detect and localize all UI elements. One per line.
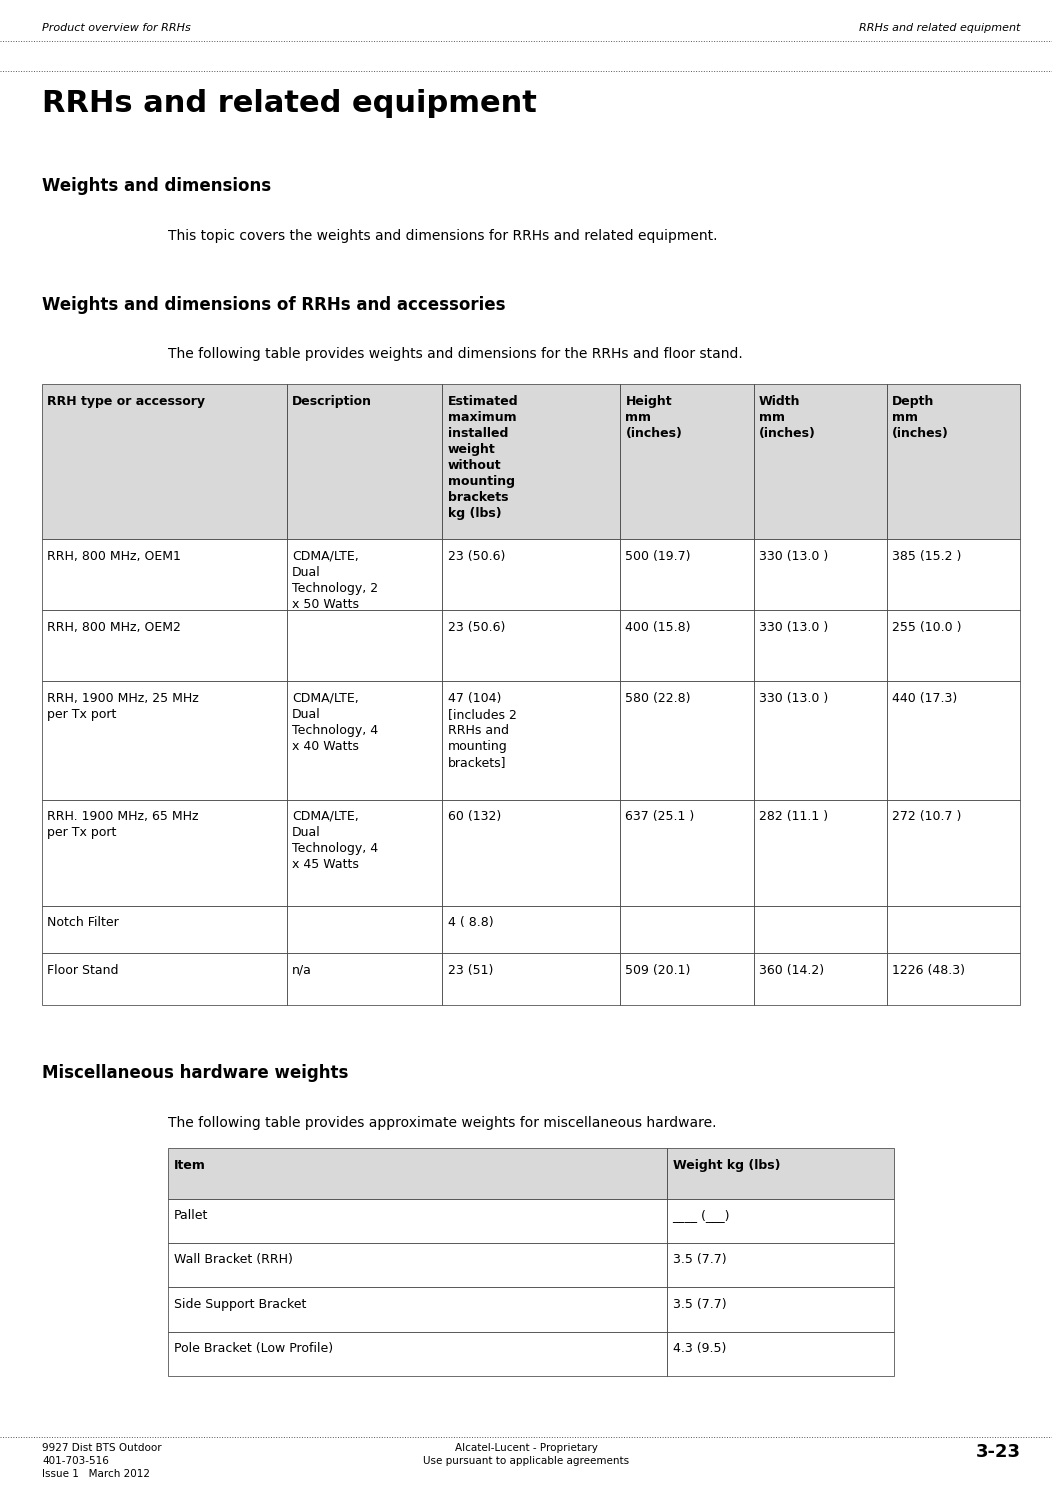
Bar [887,611,1020,681]
Bar [621,953,753,1005]
Bar [168,1288,667,1332]
Text: 500 (19.7): 500 (19.7) [626,550,691,564]
Bar [887,800,1020,906]
Text: RRH, 1900 MHz, 25 MHz
per Tx port: RRH, 1900 MHz, 25 MHz per Tx port [47,691,199,721]
Text: 4 ( 8.8): 4 ( 8.8) [447,916,493,929]
Bar [667,1243,894,1288]
Bar [887,953,1020,1005]
Text: 360 (14.2): 360 (14.2) [758,964,824,977]
Text: 440 (17.3): 440 (17.3) [892,691,957,705]
Text: 330 (13.0 ): 330 (13.0 ) [758,550,828,564]
Text: RRHs and related equipment: RRHs and related equipment [859,22,1020,33]
Bar [286,540,442,611]
Bar [887,906,1020,953]
Text: Weights and dimensions of RRHs and accessories: Weights and dimensions of RRHs and acces… [42,296,506,314]
Bar [286,953,442,1005]
Bar [42,953,286,1005]
Text: RRH, 800 MHz, OEM1: RRH, 800 MHz, OEM1 [47,550,181,564]
Text: Miscellaneous hardware weights: Miscellaneous hardware weights [42,1065,348,1083]
Text: 637 (25.1 ): 637 (25.1 ) [626,810,694,822]
Text: 23 (51): 23 (51) [447,964,493,977]
Bar [442,384,621,540]
Bar [887,384,1020,540]
Text: Floor Stand: Floor Stand [47,964,119,977]
Bar [442,611,621,681]
Text: CDMA/LTE,
Dual
Technology, 4
x 40 Watts: CDMA/LTE, Dual Technology, 4 x 40 Watts [291,691,378,752]
Text: 47 (104)
[includes 2
RRHs and
mounting
brackets]: 47 (104) [includes 2 RRHs and mounting b… [447,691,517,769]
Text: 330 (13.0 ): 330 (13.0 ) [758,691,828,705]
Text: RRH type or accessory: RRH type or accessory [47,394,205,407]
Bar [753,384,887,540]
Bar [286,906,442,953]
Bar [42,681,286,800]
Bar [286,800,442,906]
Text: 23 (50.6): 23 (50.6) [447,620,505,633]
Text: Estimated
maximum
installed
weight
without
mounting
brackets
kg (lbs): Estimated maximum installed weight witho… [447,394,519,519]
Bar [286,384,442,540]
Text: 3.5 (7.7): 3.5 (7.7) [672,1298,726,1310]
Text: This topic covers the weights and dimensions for RRHs and related equipment.: This topic covers the weights and dimens… [168,229,717,242]
Text: 272 (10.7 ): 272 (10.7 ) [892,810,962,822]
Bar [887,681,1020,800]
Text: CDMA/LTE,
Dual
Technology, 2
x 50 Watts: CDMA/LTE, Dual Technology, 2 x 50 Watts [291,550,378,611]
Bar [667,1199,894,1243]
Text: ____ (___): ____ (___) [672,1209,730,1222]
Bar [621,540,753,611]
Text: The following table provides approximate weights for miscellaneous hardware.: The following table provides approximate… [168,1115,716,1130]
Bar [442,906,621,953]
Text: 23 (50.6): 23 (50.6) [447,550,505,564]
Text: 400 (15.8): 400 (15.8) [626,620,691,633]
Bar [168,1332,667,1375]
Bar [753,540,887,611]
Bar [168,1243,667,1288]
Bar [442,681,621,800]
Text: Notch Filter: Notch Filter [47,916,119,929]
Text: 282 (11.1 ): 282 (11.1 ) [758,810,828,822]
Bar [621,906,753,953]
Bar [621,384,753,540]
Text: RRH, 800 MHz, OEM2: RRH, 800 MHz, OEM2 [47,620,181,633]
Text: The following table provides weights and dimensions for the RRHs and floor stand: The following table provides weights and… [168,348,743,361]
Bar [42,611,286,681]
Bar [442,540,621,611]
Bar [168,1199,667,1243]
Text: 60 (132): 60 (132) [447,810,501,822]
Text: RRH. 1900 MHz, 65 MHz
per Tx port: RRH. 1900 MHz, 65 MHz per Tx port [47,810,199,839]
Text: 3-23: 3-23 [975,1442,1020,1460]
Bar [168,1148,667,1199]
Text: Wall Bracket (RRH): Wall Bracket (RRH) [174,1254,292,1267]
Text: CDMA/LTE,
Dual
Technology, 4
x 45 Watts: CDMA/LTE, Dual Technology, 4 x 45 Watts [291,810,378,871]
Text: RRHs and related equipment: RRHs and related equipment [42,89,537,117]
Text: Depth
mm
(inches): Depth mm (inches) [892,394,949,440]
Bar [286,681,442,800]
Bar [887,540,1020,611]
Text: 3.5 (7.7): 3.5 (7.7) [672,1254,726,1267]
Bar [667,1288,894,1332]
Bar [42,906,286,953]
Bar [753,611,887,681]
Text: Alcatel-Lucent - Proprietary
Use pursuant to applicable agreements: Alcatel-Lucent - Proprietary Use pursuan… [423,1442,629,1466]
Text: Item: Item [174,1158,205,1172]
Bar [753,953,887,1005]
Bar [442,800,621,906]
Bar [442,953,621,1005]
Text: Weight kg (lbs): Weight kg (lbs) [672,1158,781,1172]
Text: 9927 Dist BTS Outdoor
401-703-516
Issue 1   March 2012: 9927 Dist BTS Outdoor 401-703-516 Issue … [42,1442,162,1480]
Text: Width
mm
(inches): Width mm (inches) [758,394,815,440]
Bar [42,540,286,611]
Bar [753,681,887,800]
Bar [621,800,753,906]
Bar [667,1332,894,1375]
Bar [753,800,887,906]
Text: 509 (20.1): 509 (20.1) [626,964,691,977]
Bar [621,681,753,800]
Bar [753,906,887,953]
Text: Product overview for RRHs: Product overview for RRHs [42,22,190,33]
Text: Side Support Bracket: Side Support Bracket [174,1298,306,1310]
Bar [42,800,286,906]
Text: 330 (13.0 ): 330 (13.0 ) [758,620,828,633]
Text: Description: Description [291,394,372,407]
Text: 385 (15.2 ): 385 (15.2 ) [892,550,962,564]
Bar [42,384,286,540]
Text: 580 (22.8): 580 (22.8) [626,691,691,705]
